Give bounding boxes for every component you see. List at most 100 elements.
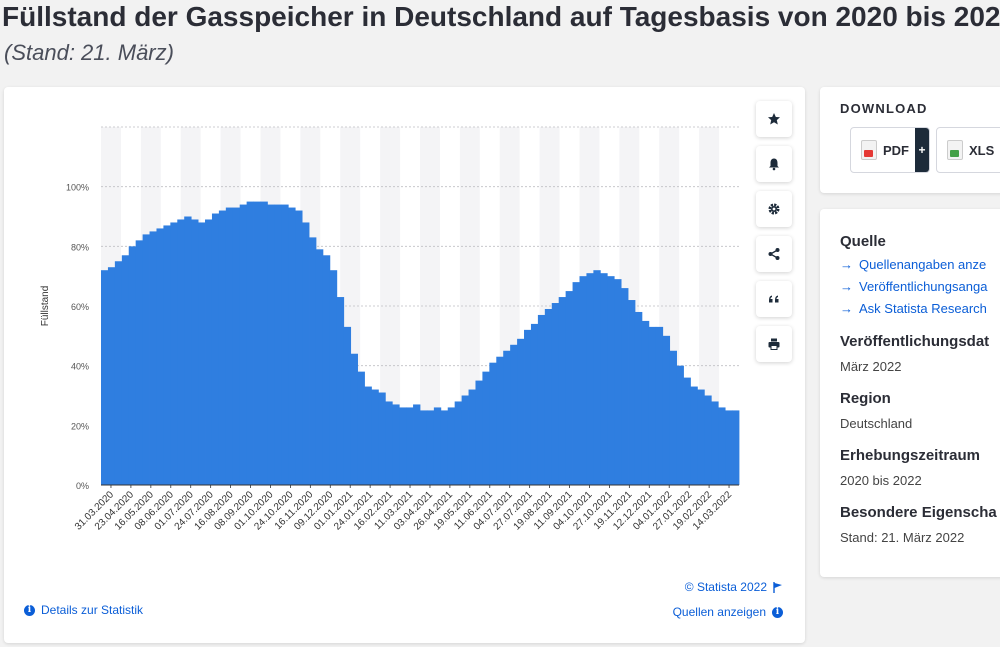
chart-bar[interactable] — [461, 395, 469, 486]
source-link-2[interactable]: → Veröffentlichungsanga — [840, 279, 987, 294]
chart-bar[interactable] — [530, 323, 539, 485]
chart-bar[interactable] — [454, 401, 463, 485]
chart-bar[interactable] — [662, 335, 671, 485]
chart-bar[interactable] — [496, 356, 504, 485]
chart-bar[interactable] — [524, 329, 532, 485]
chart-bar[interactable] — [468, 389, 476, 485]
chart-bar[interactable] — [267, 204, 275, 486]
chart-bar[interactable] — [385, 401, 393, 485]
chart-bar[interactable] — [329, 270, 338, 485]
source-link-3[interactable]: → Ask Statista Research — [840, 301, 987, 316]
chart-bar[interactable] — [177, 219, 185, 485]
chart-bar[interactable] — [357, 371, 365, 485]
chart-bar[interactable] — [336, 297, 345, 485]
chart-bar[interactable] — [579, 276, 587, 485]
chart-bar[interactable] — [558, 297, 567, 485]
chart-bar[interactable] — [676, 365, 684, 485]
chart-bar[interactable] — [551, 303, 560, 485]
chart-bar[interactable] — [315, 249, 324, 485]
chart-bar[interactable] — [510, 344, 518, 485]
print-button[interactable] — [756, 326, 792, 362]
chart-bar[interactable] — [260, 201, 268, 485]
chart-bar[interactable] — [607, 276, 615, 485]
chart-bar[interactable] — [288, 207, 296, 486]
chart-bar[interactable] — [447, 407, 456, 485]
pdf-plus-button[interactable]: + — [915, 128, 929, 172]
chart-bar[interactable] — [322, 255, 331, 485]
chart-bar[interactable] — [211, 213, 220, 485]
chart-bar[interactable] — [641, 320, 650, 485]
chart-bar[interactable] — [121, 255, 130, 485]
chart-bar[interactable] — [163, 225, 171, 485]
chart-bar[interactable] — [572, 282, 580, 485]
chart-bar[interactable] — [101, 270, 109, 485]
cite-button[interactable] — [756, 281, 792, 317]
chart-bar[interactable] — [593, 270, 601, 485]
chart-bar[interactable] — [239, 204, 248, 486]
chart-bar[interactable] — [281, 204, 289, 486]
chart-bar[interactable] — [517, 338, 525, 485]
chart-bar[interactable] — [426, 410, 435, 485]
chart-bar[interactable] — [149, 231, 157, 485]
chart-bar[interactable] — [198, 222, 206, 485]
chart-bar[interactable] — [232, 207, 241, 486]
settings-button[interactable] — [756, 191, 792, 227]
chart-bar[interactable] — [170, 222, 178, 485]
chart-bar[interactable] — [184, 216, 192, 486]
chart-bar[interactable] — [704, 395, 712, 486]
chart-bar[interactable] — [614, 279, 622, 485]
details-link[interactable]: i Details zur Statistik — [24, 603, 143, 617]
chart-bar[interactable] — [544, 308, 553, 485]
chart-bar[interactable] — [205, 219, 213, 485]
chart-bar[interactable] — [732, 410, 740, 485]
chart-bar[interactable] — [690, 386, 698, 485]
chart-bar[interactable] — [565, 291, 573, 485]
chart-bar[interactable] — [475, 380, 483, 485]
sources-link[interactable]: Quellen anzeigen i — [673, 605, 783, 619]
chart-bar[interactable] — [600, 273, 608, 485]
chart-bar[interactable] — [274, 204, 282, 486]
chart-bar[interactable] — [135, 240, 144, 485]
chart-bar[interactable] — [343, 326, 352, 485]
chart-bar[interactable] — [669, 350, 677, 485]
source-link-1[interactable]: → Quellenangaben anze — [840, 257, 986, 272]
chart-bar[interactable] — [697, 389, 705, 485]
chart-bar[interactable] — [378, 392, 386, 485]
chart-bar[interactable] — [413, 404, 421, 485]
xls-download-button[interactable]: XLS + — [936, 127, 1000, 173]
chart-bar[interactable] — [503, 350, 511, 485]
favorite-button[interactable] — [756, 101, 792, 137]
chart-bar[interactable] — [364, 386, 372, 485]
chart-bar[interactable] — [253, 201, 261, 485]
share-button[interactable] — [756, 236, 792, 272]
chart-bar[interactable] — [225, 207, 234, 486]
chart-bar[interactable] — [191, 219, 199, 485]
chart-bar[interactable] — [302, 222, 310, 485]
chart-bar[interactable] — [634, 311, 643, 485]
chart-bar[interactable] — [489, 362, 497, 485]
chart-bar[interactable] — [420, 410, 428, 485]
chart-bar[interactable] — [433, 407, 442, 485]
chart-bar[interactable] — [156, 228, 164, 485]
chart-bar[interactable] — [482, 371, 490, 485]
copyright-link[interactable]: © Statista 2022 — [685, 580, 783, 594]
chart-bar[interactable] — [114, 261, 123, 485]
chart-bar[interactable] — [128, 246, 137, 485]
chart-bar[interactable] — [655, 326, 664, 485]
chart-bar[interactable] — [725, 410, 733, 485]
chart-bar[interactable] — [711, 401, 719, 485]
chart-bar[interactable] — [683, 377, 691, 485]
chart-bar[interactable] — [371, 389, 379, 485]
pdf-download-button[interactable]: PDF + — [850, 127, 930, 173]
chart-bar[interactable] — [621, 288, 629, 485]
notification-button[interactable] — [756, 146, 792, 182]
chart-bar[interactable] — [309, 237, 317, 485]
chart-bar[interactable] — [218, 210, 227, 485]
chart-bar[interactable] — [107, 267, 116, 485]
chart-bar[interactable] — [440, 410, 449, 485]
chart-bar[interactable] — [628, 300, 636, 485]
chart-bar[interactable] — [246, 201, 254, 485]
chart-bar[interactable] — [718, 407, 726, 485]
chart-bar[interactable] — [406, 407, 414, 485]
chart-bar[interactable] — [537, 314, 546, 485]
